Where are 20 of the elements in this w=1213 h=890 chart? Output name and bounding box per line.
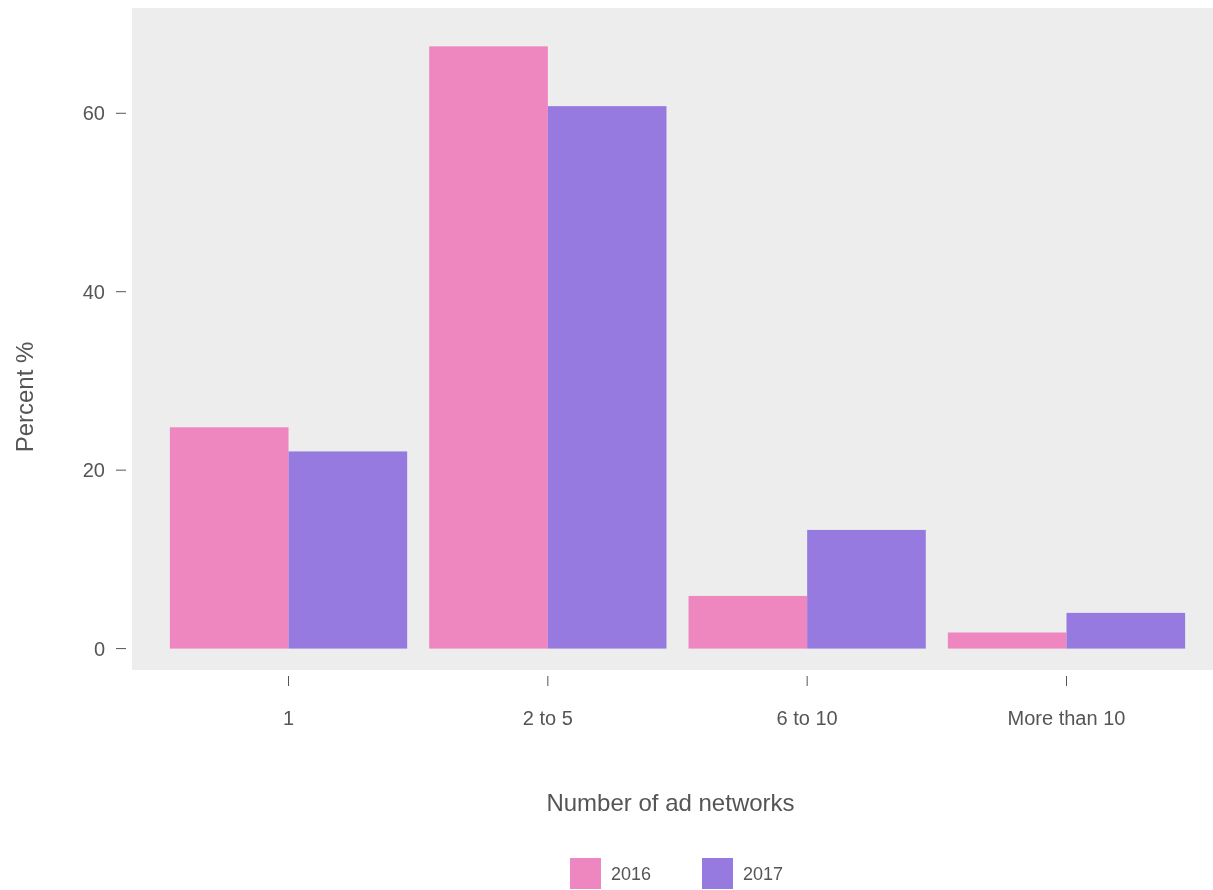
bar (288, 451, 408, 649)
y-tick-label: 40 (82, 280, 105, 303)
bar (169, 427, 289, 649)
bar (547, 106, 667, 649)
bar (429, 46, 548, 649)
legend-label: 2017 (743, 864, 784, 885)
y-tick-label: 0 (93, 637, 105, 660)
legend-label: 2016 (611, 864, 652, 885)
bar (947, 632, 1067, 649)
y-tick-label: 20 (82, 459, 105, 482)
x-tick-label: 1 (282, 707, 295, 729)
bar (688, 595, 808, 649)
x-tick-label: 2 to 5 (522, 707, 573, 729)
x-axis-title: Number of ad networks (546, 789, 795, 817)
y-tick-label: 60 (82, 102, 105, 125)
y-axis-title: Percent % (11, 341, 39, 453)
bar (1066, 612, 1186, 649)
bar (807, 529, 926, 649)
x-tick-label: More than 10 (1007, 707, 1126, 729)
x-tick-label: 6 to 10 (776, 707, 838, 729)
